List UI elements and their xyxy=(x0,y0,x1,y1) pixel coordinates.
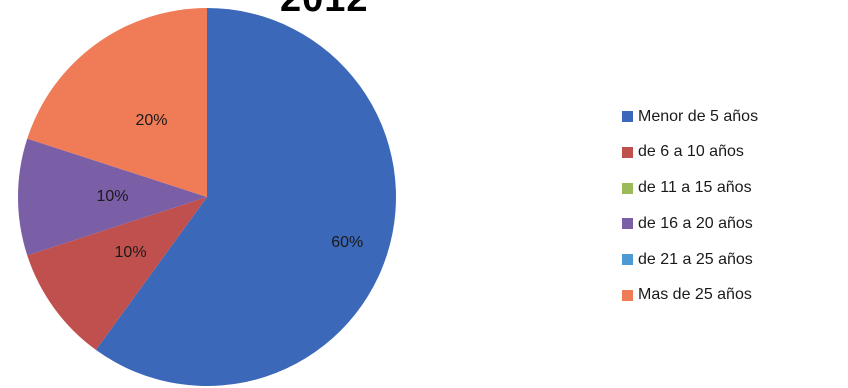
legend-swatch-4 xyxy=(622,254,633,266)
pie-slice-3 xyxy=(17,138,207,256)
slice-value-label-1: 10% xyxy=(115,244,147,261)
chart-title: 2012 xyxy=(280,0,369,21)
slice-value-label-3: 10% xyxy=(96,188,128,205)
legend-label-1: de 6 a 10 años xyxy=(638,143,744,161)
pie-slice-1 xyxy=(27,197,207,350)
legend-label-3: de 16 a 20 años xyxy=(638,214,753,232)
legend-item-5: Mas de 25 años xyxy=(622,285,758,306)
legend-item-0: Menor de 5 años xyxy=(622,106,758,127)
legend-item-4: de 21 a 25 años xyxy=(622,249,758,270)
legend-label-2: de 11 a 15 años xyxy=(638,179,752,197)
legend-label-4: de 21 a 25 años xyxy=(638,250,753,268)
legend-label-0: Menor de 5 años xyxy=(638,107,759,125)
legend-item-1: de 6 a 10 años xyxy=(622,142,758,163)
legend-item-2: de 11 a 15 años xyxy=(622,178,758,199)
pie-slice-5 xyxy=(27,8,207,197)
legend-swatch-5 xyxy=(622,289,633,301)
legend-swatch-0 xyxy=(622,111,633,122)
pie-slice-0 xyxy=(95,8,397,386)
slice-value-label-5: 20% xyxy=(135,112,167,129)
chart-legend: Menor de 5 años de 6 a 10 años de 11 a 15 … xyxy=(622,106,758,321)
legend-swatch-1 xyxy=(622,146,633,158)
legend-swatch-2 xyxy=(622,182,633,194)
legend-swatch-3 xyxy=(622,218,633,230)
slice-value-label-0: 60% xyxy=(331,234,363,251)
legend-item-3: de 16 a 20 años xyxy=(622,213,758,234)
legend-label-5: Mas de 25 años xyxy=(638,286,752,304)
